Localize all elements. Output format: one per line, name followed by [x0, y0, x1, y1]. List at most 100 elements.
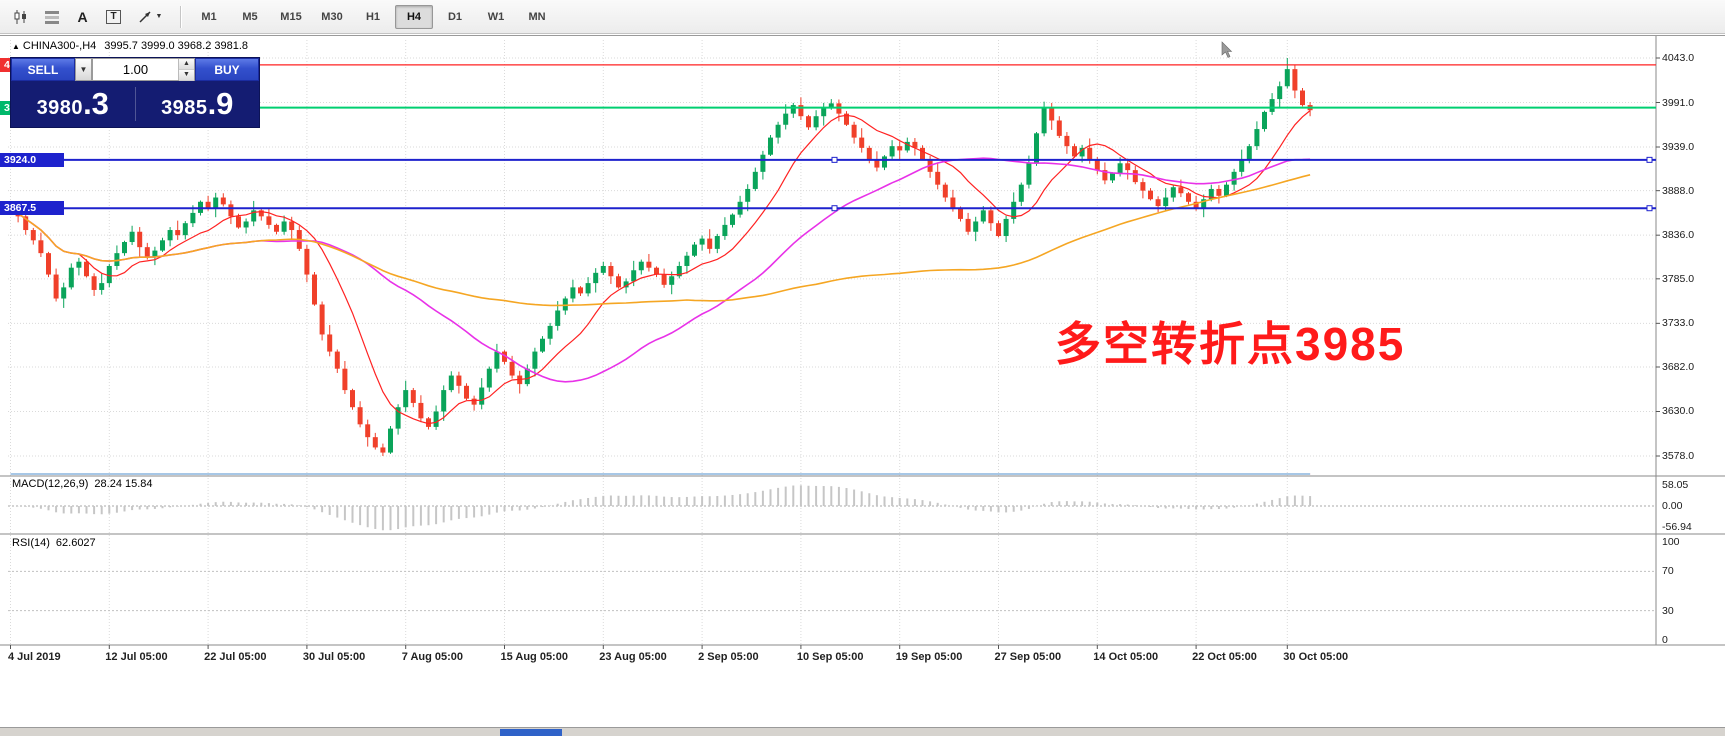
candle — [342, 368, 348, 391]
timeframe-button-MN[interactable]: MN — [528, 10, 546, 23]
taskbar-strip — [0, 727, 1725, 736]
sell-button[interactable]: SELL — [11, 58, 75, 81]
line-handle — [1646, 205, 1653, 212]
timeframe-button-M5[interactable]: M5 — [242, 10, 258, 23]
candle — [137, 231, 143, 248]
candle — [996, 223, 1001, 237]
candlestick-chart-button[interactable] — [6, 3, 35, 30]
candle — [1034, 133, 1039, 164]
indicator-list-button[interactable] — [37, 3, 66, 30]
candle — [152, 250, 158, 258]
candle — [486, 368, 492, 388]
line-handle — [9, 205, 16, 212]
candle — [593, 272, 599, 284]
main-toolbar: A T ▼ M1 M5 M15 M30 H1 H4 D1 W1 MN — [0, 0, 1725, 34]
candle — [182, 223, 188, 236]
timeframe-button-H1[interactable]: H1 — [365, 10, 381, 23]
line-handle — [831, 205, 838, 212]
candle — [1300, 90, 1305, 106]
macd-label: MACD(12,26,9) 28.24 15.84 — [12, 478, 153, 490]
volume-dropdown-button[interactable]: ▼ — [75, 58, 92, 81]
candle — [1239, 158, 1245, 172]
chart-canvas[interactable] — [0, 36, 1725, 728]
candle — [707, 238, 713, 249]
timeframe-button-D1[interactable]: D1 — [447, 10, 463, 23]
grid-icon — [44, 9, 60, 25]
candle — [768, 137, 773, 155]
sell-price-main: 3980 — [36, 97, 84, 119]
candle — [418, 402, 424, 419]
candle — [616, 276, 621, 288]
timeframe-button-M15[interactable]: M15 — [280, 10, 302, 23]
chart-ohlc-header: ▲ CHINA300-,H4 3995.7 3999.0 3968.2 3981.8 — [12, 40, 248, 52]
arrow-tool-button[interactable]: ▼ — [130, 3, 170, 30]
timeframe-button-M1[interactable]: M1 — [201, 10, 217, 23]
volume-decrease-button[interactable]: ▼ — [179, 70, 194, 81]
candle — [289, 221, 295, 231]
symbol-triangle-icon: ▲ — [12, 42, 20, 51]
candle — [494, 351, 500, 369]
candle — [1262, 111, 1267, 130]
candle — [646, 261, 652, 268]
candle — [160, 240, 165, 251]
candle — [654, 267, 659, 275]
candle — [312, 274, 317, 305]
buy-button[interactable]: BUY — [195, 58, 259, 81]
candle — [388, 428, 393, 453]
candle — [889, 146, 895, 157]
candle — [920, 147, 925, 159]
candle — [479, 387, 485, 405]
candle — [167, 230, 173, 241]
candle — [365, 424, 371, 438]
candle — [965, 218, 971, 232]
candle — [456, 375, 462, 386]
timeframe-button-H4[interactable]: H4 — [395, 4, 433, 29]
candle — [1079, 147, 1085, 157]
candle — [502, 351, 507, 362]
text-label-button[interactable]: A — [68, 3, 97, 30]
candle — [410, 390, 416, 403]
candle — [46, 253, 51, 275]
candle — [1254, 129, 1260, 147]
candle — [426, 418, 431, 427]
volume-input[interactable] — [93, 59, 178, 80]
candle — [266, 216, 272, 225]
candle — [676, 265, 682, 277]
candle — [1277, 86, 1283, 100]
chevron-down-icon: ▼ — [79, 65, 88, 74]
candle — [1087, 147, 1093, 159]
candle — [1125, 163, 1131, 171]
annotation-text: 多空转折点3985 — [1055, 318, 1406, 370]
taskbar-item[interactable] — [500, 729, 562, 736]
candle — [129, 231, 135, 243]
chevron-down-icon: ▼ — [155, 13, 163, 20]
candle — [988, 210, 994, 224]
candle — [509, 361, 515, 376]
timeframe-button-M30[interactable]: M30 — [321, 10, 343, 23]
candle — [783, 113, 789, 125]
candle — [752, 171, 758, 189]
text-a-icon: A — [77, 8, 88, 25]
timeframe-button-W1[interactable]: W1 — [487, 10, 505, 23]
candle — [1148, 190, 1153, 200]
candle — [935, 171, 941, 185]
candle — [1072, 146, 1077, 157]
volume-increase-button[interactable]: ▲ — [179, 59, 194, 70]
candle — [806, 116, 811, 128]
buy-price[interactable]: 3985.9 — [136, 86, 260, 122]
candle — [1284, 69, 1290, 87]
sell-price[interactable]: 3980.3 — [11, 86, 135, 122]
chart-window: ▲ CHINA300-,H4 3995.7 3999.0 3968.2 3981.8… — [0, 35, 1725, 728]
candle — [274, 224, 279, 232]
candle — [904, 141, 910, 151]
candle — [441, 390, 447, 412]
candle — [1170, 187, 1176, 198]
candle — [699, 238, 705, 245]
text-box-button[interactable]: T — [99, 3, 128, 30]
line-handle — [1646, 156, 1653, 163]
line-handle — [831, 156, 838, 163]
candle — [532, 351, 538, 369]
candle — [1178, 187, 1184, 194]
macd-name: MACD(12,26,9) — [12, 478, 89, 490]
candle — [258, 210, 264, 217]
